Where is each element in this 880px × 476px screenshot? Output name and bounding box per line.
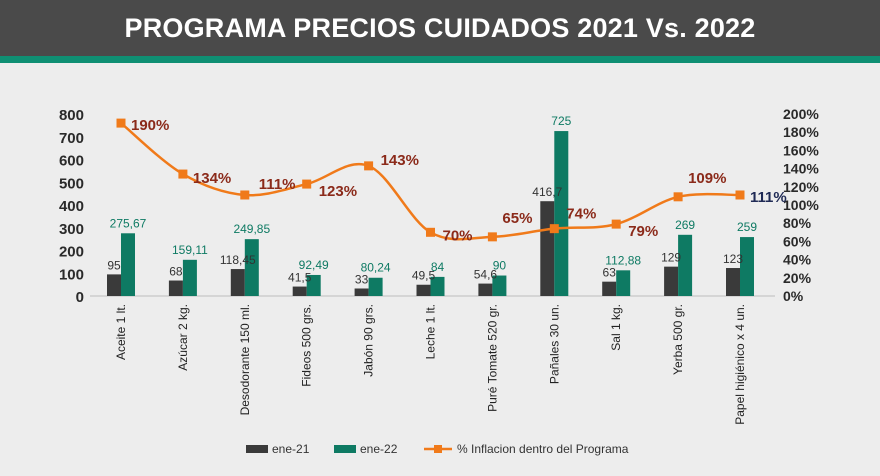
bar-ene-21 — [169, 281, 183, 296]
legend-label-ene-22: ene-22 — [360, 442, 398, 456]
inflation-marker — [240, 190, 249, 199]
x-tick-label: Papel higiénico x 4 un. — [733, 304, 747, 425]
data-label-ene-22: 259 — [737, 220, 757, 234]
bar-ene-21 — [540, 201, 554, 296]
bar-ene-21 — [602, 282, 616, 296]
bar-ene-22 — [183, 260, 197, 296]
y-right-tick-label: 180% — [783, 124, 819, 140]
bar-ene-21 — [417, 285, 431, 296]
legend-label-inflation: % Inflacion dentro del Programa — [457, 442, 629, 456]
inflation-marker — [550, 224, 559, 233]
data-label-ene-22: 159,11 — [172, 243, 208, 257]
inflation-marker — [178, 170, 187, 179]
x-tick-label: Puré Tomate 520 gr. — [485, 304, 499, 412]
x-tick-label: Pañales 30 un. — [547, 304, 561, 384]
data-label-ene-22: 249,85 — [233, 222, 270, 236]
legend-swatch-ene-22 — [334, 445, 356, 453]
y-left-tick-label: 600 — [59, 153, 84, 170]
bar-ene-22 — [616, 270, 630, 296]
data-label-ene-21: 416,7 — [532, 185, 562, 199]
y-right-tick-label: 100% — [783, 197, 819, 213]
legend-label-ene-21: ene-21 — [272, 442, 310, 456]
y-left-tick-label: 700 — [59, 130, 84, 147]
data-label-ene-22: 84 — [431, 260, 445, 274]
x-tick-label: Yerba 500 gr. — [671, 304, 685, 375]
inflation-data-label: 134% — [193, 170, 231, 187]
data-label-ene-22: 92,49 — [299, 258, 329, 272]
y-left-tick-label: 100 — [59, 266, 84, 283]
inflation-marker — [117, 119, 126, 128]
data-label-ene-21: 123 — [723, 252, 743, 266]
x-tick-label: Leche 1 lt. — [424, 304, 438, 359]
bar-ene-21 — [478, 284, 492, 296]
data-label-ene-21: 68 — [169, 265, 183, 279]
data-label-ene-22: 275,67 — [110, 216, 147, 230]
data-label-ene-21: 41,5 — [288, 271, 312, 285]
data-label-ene-22: 80,24 — [361, 261, 391, 275]
inflation-data-label: 70% — [443, 227, 473, 244]
data-label-ene-21: 63 — [603, 266, 617, 280]
x-tick-label: Jabón 90 grs. — [362, 304, 376, 377]
y-right-tick-label: 160% — [783, 142, 819, 158]
x-tick-label: Desodorante 150 ml. — [238, 304, 252, 415]
data-label-ene-22: 725 — [551, 114, 571, 128]
y-left-tick-label: 800 — [59, 107, 84, 124]
y-right-tick-label: 40% — [783, 252, 812, 268]
x-tick-label: Azúcar 2 kg. — [176, 304, 190, 371]
chart: 0 100 200 300 400 500 600 700 800 0% 20% 40% 60% 80% 1… — [0, 0, 880, 476]
x-tick-label: Fideos 500 grs. — [300, 304, 314, 387]
y-right-tick-label: 80% — [783, 215, 812, 231]
inflation-data-label: 111% — [750, 189, 787, 206]
y-right-tick-label: 140% — [783, 161, 819, 177]
data-label-ene-22: 90 — [493, 259, 507, 273]
data-label-ene-22: 112,88 — [605, 253, 641, 267]
y-left-tick-label: 400 — [59, 198, 84, 215]
y-left-tick-label: 200 — [59, 244, 84, 261]
y-right-tick-label: 60% — [783, 233, 812, 249]
inflation-data-label: 109% — [688, 170, 726, 187]
data-label-ene-21: 118,45 — [220, 253, 256, 267]
legend-marker-inflation — [434, 445, 442, 453]
inflation-marker — [612, 220, 621, 229]
inflation-data-label: 190% — [131, 117, 169, 134]
inflation-marker — [674, 192, 683, 201]
x-tick-label: Aceite 1 lt. — [114, 304, 128, 360]
inflation-data-label: 74% — [566, 206, 596, 223]
inflation-data-label: 65% — [502, 210, 532, 227]
y-left-tick-label: 500 — [59, 175, 84, 192]
y-left-tick-label: 0 — [76, 289, 84, 306]
bar-ene-21 — [231, 269, 245, 296]
legend-swatch-ene-21 — [246, 445, 268, 453]
inflation-marker — [736, 190, 745, 199]
bar-ene-21 — [664, 267, 678, 296]
data-label-ene-22: 269 — [675, 218, 695, 232]
bar-ene-21 — [726, 268, 740, 296]
inflation-marker — [488, 232, 497, 241]
inflation-data-label: 123% — [319, 183, 357, 200]
inflation-data-label: 79% — [628, 223, 658, 240]
bar-ene-21 — [107, 274, 121, 296]
bar-ene-22 — [369, 278, 383, 296]
y-right-tick-label: 200% — [783, 106, 819, 122]
inflation-marker — [426, 228, 435, 237]
data-label-ene-21: 95 — [107, 258, 121, 272]
inflation-marker — [302, 180, 311, 189]
bar-ene-22 — [245, 239, 259, 296]
x-tick-label: Sal 1 kg. — [609, 304, 623, 351]
bar-ene-22 — [740, 237, 754, 296]
bar-ene-21 — [355, 288, 369, 296]
inflation-data-label: 111% — [259, 176, 296, 193]
inflation-marker — [364, 161, 373, 170]
bar-ene-22 — [678, 235, 692, 296]
y-right-tick-label: 120% — [783, 179, 819, 195]
y-left-tick-label: 300 — [59, 221, 84, 238]
bar-ene-21 — [293, 287, 307, 296]
y-right-tick-label: 20% — [783, 270, 812, 286]
data-label-ene-21: 129 — [661, 251, 681, 265]
y-right-tick-label: 0% — [783, 288, 804, 304]
bar-ene-22 — [121, 233, 135, 296]
inflation-data-label: 143% — [381, 152, 419, 169]
